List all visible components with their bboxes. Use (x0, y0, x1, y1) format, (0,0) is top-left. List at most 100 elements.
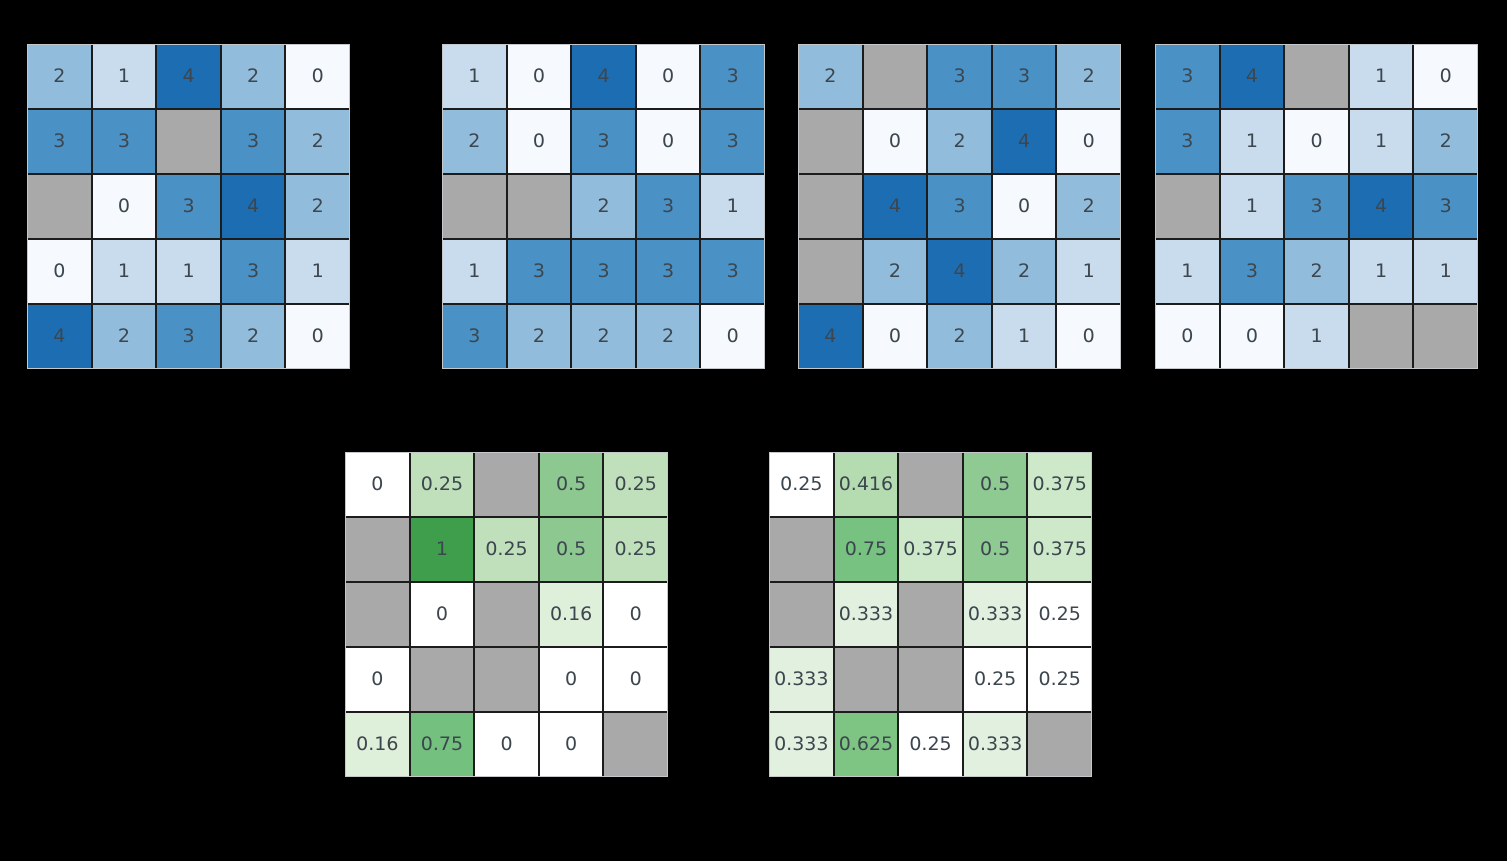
proportion-heatmap-1: 0 0.25 0.5 0.25 1 0.25 0.5 0.25 0 0.16 0 0 0 0 0.16 0.7… (345, 452, 668, 777)
heatmap-cell: 0.5 (963, 518, 1027, 581)
heatmap-cell: 1 (1349, 45, 1413, 108)
heatmap-cell-missing (346, 518, 409, 581)
heatmap-cell: 2 (286, 110, 349, 173)
heatmap-cell-missing (410, 648, 474, 711)
heatmap-cell: 0.333 (834, 583, 898, 646)
heatmap-cell-missing (1414, 305, 1477, 368)
heatmap-cell: 0.16 (539, 583, 603, 646)
heatmap-cell: 4 (992, 110, 1056, 173)
heatmap-cell: 1 (1057, 240, 1120, 303)
heatmap-cell: 0 (410, 583, 474, 646)
heatmap-cell: 1 (1414, 240, 1477, 303)
heatmap-cell: 0.5 (539, 453, 603, 516)
heatmap-cell-missing (1285, 45, 1348, 108)
heatmap-cell: 0 (636, 110, 700, 173)
heatmap-cell: 1 (157, 240, 220, 303)
heatmap-cell: 0 (1057, 110, 1120, 173)
heatmap-cell: 1 (92, 45, 156, 108)
heatmap-cell: 0 (346, 648, 409, 711)
heatmap-cell: 0.25 (963, 648, 1027, 711)
heatmap-cell: 0 (92, 175, 156, 238)
heatmap-cell: 3 (928, 175, 991, 238)
heatmap-cell-missing (346, 583, 409, 646)
heatmap-cell: 2 (799, 45, 862, 108)
heatmap-cell: 2 (443, 110, 506, 173)
proportion-heatmap-2: 0.25 0.416 0.5 0.375 0.75 0.375 0.5 0.375 0.333 0… (769, 452, 1092, 777)
heatmap-cell: 2 (572, 175, 635, 238)
heatmap-cell: 1 (992, 305, 1056, 368)
heatmap-cell: 3 (221, 110, 285, 173)
heatmap-cell: 0.25 (899, 713, 962, 776)
heatmap-cell-missing (799, 240, 862, 303)
heatmap-cell-missing (28, 175, 91, 238)
heatmap-cell: 4 (799, 305, 862, 368)
heatmap-cell: 0.375 (899, 518, 962, 581)
heatmap-cell-missing (770, 583, 833, 646)
heatmap-cell: 3 (928, 45, 991, 108)
heatmap-cell: 0 (1414, 45, 1477, 108)
heatmap-cell: 2 (1414, 110, 1477, 173)
heatmap-cell: 2 (863, 240, 927, 303)
heatmap-cell: 4 (863, 175, 927, 238)
heatmap-cell: 1 (701, 175, 764, 238)
heatmap-cell: 1 (410, 518, 474, 581)
heatmap-cell: 0.333 (770, 648, 833, 711)
heatmap-cell: 3 (157, 175, 220, 238)
heatmap-cell: 3 (701, 240, 764, 303)
heatmap-cell: 3 (701, 45, 764, 108)
heatmap-cell: 0 (507, 45, 571, 108)
heatmap-cell: 3 (1414, 175, 1477, 238)
heatmap-cell: 2 (928, 305, 991, 368)
heatmap-cell-missing (443, 175, 506, 238)
heatmap-cell: 1 (92, 240, 156, 303)
heatmap-cell: 0.375 (1028, 453, 1091, 516)
heatmap-cell: 0 (992, 175, 1056, 238)
heatmap-cell: 3 (992, 45, 1056, 108)
heatmap-cell-missing (475, 648, 538, 711)
heatmap-cell: 2 (1057, 45, 1120, 108)
heatmap-cell: 0.25 (604, 518, 667, 581)
heatmap-cell: 1 (286, 240, 349, 303)
heatmap-cell: 3 (572, 110, 635, 173)
heatmap-cell: 3 (1156, 45, 1219, 108)
heatmap-cell: 0.333 (963, 583, 1027, 646)
heatmap-cell: 0 (701, 305, 764, 368)
heatmap-cell: 0 (286, 305, 349, 368)
heatmap-cell: 4 (28, 305, 91, 368)
heatmap-cell: 2 (507, 305, 571, 368)
heatmap-cell-missing (899, 583, 962, 646)
heatmap-cell: 0 (507, 110, 571, 173)
heatmap-cell: 3 (1285, 175, 1348, 238)
heatmap-cell: 2 (221, 45, 285, 108)
heatmap-cell: 0.25 (475, 518, 538, 581)
heatmap-cell: 2 (28, 45, 91, 108)
heatmap-cell: 3 (572, 240, 635, 303)
heatmap-cell: 0.25 (1028, 648, 1091, 711)
heatmap-cell: 3 (507, 240, 571, 303)
heatmap-cell: 0.25 (1028, 583, 1091, 646)
heatmap-cell: 1 (1220, 110, 1284, 173)
heatmap-cell: 0 (636, 45, 700, 108)
heatmap-cell: 1 (443, 45, 506, 108)
heatmap-cell-missing (1349, 305, 1413, 368)
heatmap-cell-missing (1156, 175, 1219, 238)
heatmap-cell: 0.25 (604, 453, 667, 516)
heatmap-cell-missing (863, 45, 927, 108)
heatmap-cell-missing (475, 453, 538, 516)
heatmap-cell: 2 (1057, 175, 1120, 238)
heatmap-cell: 3 (92, 110, 156, 173)
heatmap-cell: 3 (636, 175, 700, 238)
heatmap-cell-missing (899, 648, 962, 711)
heatmap-cell: 1 (1349, 110, 1413, 173)
heatmap-cell: 0 (1285, 110, 1348, 173)
heatmap-cell: 0.75 (834, 518, 898, 581)
heatmap-cell: 0.333 (770, 713, 833, 776)
heatmap-cell: 0 (346, 453, 409, 516)
heatmap-cell: 3 (221, 240, 285, 303)
heatmap-cell: 3 (443, 305, 506, 368)
heatmap-cell: 0 (28, 240, 91, 303)
